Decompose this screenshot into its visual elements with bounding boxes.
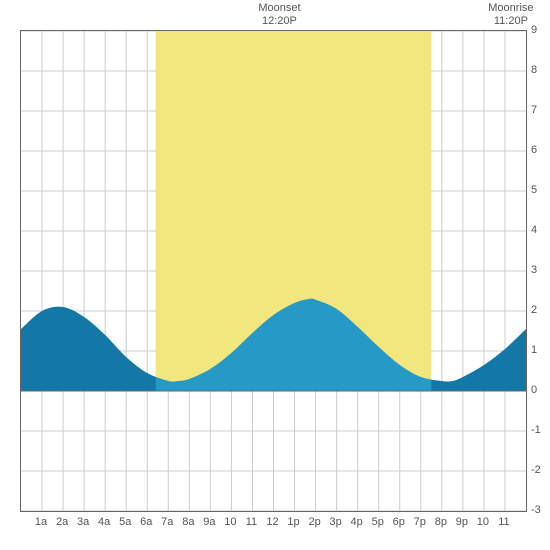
- x-tick-label: 5a: [119, 516, 131, 528]
- moon-annotation: Moonrise11:20P: [488, 2, 533, 28]
- x-tick-label: 4p: [351, 516, 363, 528]
- top-annotations: Moonset12:20P Moonrise11:20P: [0, 0, 550, 30]
- y-tick-label: 0: [531, 384, 537, 396]
- moon-annotation-time: 12:20P: [258, 15, 300, 28]
- x-tick-label: 1p: [287, 516, 299, 528]
- x-tick-label: 8p: [435, 516, 447, 528]
- y-tick-label: -2: [531, 464, 541, 476]
- x-tick-label: 2a: [56, 516, 68, 528]
- y-tick-label: 5: [531, 184, 537, 196]
- x-tick-label: 11: [246, 516, 257, 528]
- y-tick-label: 8: [531, 64, 537, 76]
- x-tick-label: 12: [266, 516, 278, 528]
- x-tick-label: 11: [498, 516, 509, 528]
- x-tick-label: 3a: [77, 516, 89, 528]
- y-tick-label: 2: [531, 304, 537, 316]
- plot-area: [20, 30, 527, 512]
- y-tick-label: 9: [531, 24, 537, 36]
- x-tick-label: 7a: [161, 516, 173, 528]
- x-tick-label: 2p: [308, 516, 320, 528]
- y-tick-label: 7: [531, 104, 537, 116]
- moon-annotation-title: Moonset: [258, 2, 300, 15]
- moon-annotation-title: Moonrise: [488, 2, 533, 15]
- tide-chart: Moonset12:20PMoonrise11:20P -3-2-1012345…: [0, 0, 550, 550]
- y-tick-label: -3: [531, 504, 541, 516]
- x-tick-label: 3p: [330, 516, 342, 528]
- y-tick-label: -1: [531, 424, 541, 436]
- x-tick-label: 6p: [393, 516, 405, 528]
- x-tick-label: 6a: [140, 516, 152, 528]
- x-tick-label: 7p: [414, 516, 426, 528]
- moon-annotation: Moonset12:20P: [258, 2, 300, 28]
- x-tick-label: 9p: [456, 516, 468, 528]
- x-tick-label: 10: [477, 516, 489, 528]
- x-tick-label: 10: [224, 516, 236, 528]
- y-tick-label: 3: [531, 264, 537, 276]
- x-tick-label: 4a: [98, 516, 110, 528]
- y-tick-label: 6: [531, 144, 537, 156]
- moon-annotation-time: 11:20P: [488, 15, 533, 28]
- y-tick-label: 1: [531, 344, 537, 356]
- x-tick-label: 1a: [35, 516, 47, 528]
- x-tick-label: 8a: [182, 516, 194, 528]
- x-tick-label: 5p: [372, 516, 384, 528]
- x-tick-label: 9a: [203, 516, 215, 528]
- y-tick-label: 4: [531, 224, 537, 236]
